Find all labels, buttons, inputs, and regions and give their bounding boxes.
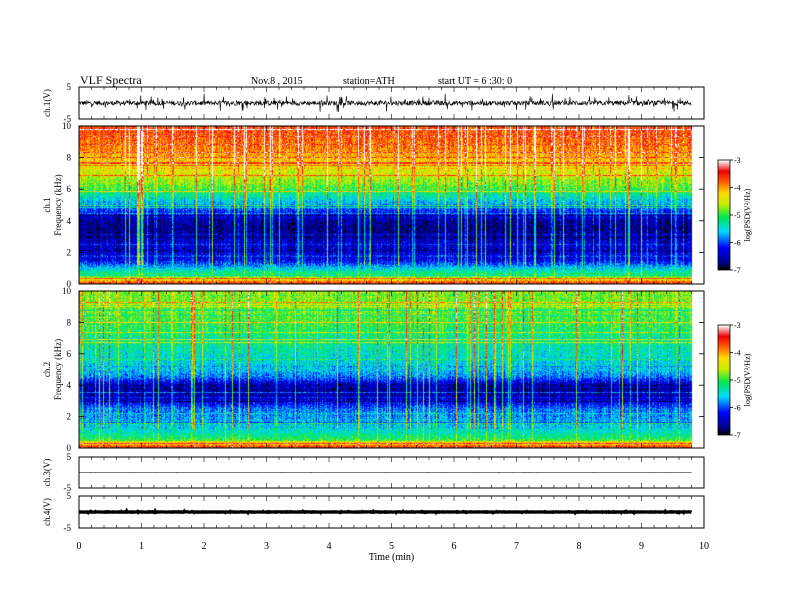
y-tick-label: 5	[67, 491, 72, 501]
x-tick-label: 1	[139, 541, 144, 552]
y-tick-label: 5	[67, 82, 72, 92]
x-tick-label: 5	[389, 541, 394, 552]
x-tick-label: 4	[327, 541, 332, 552]
x-tick-label: 2	[202, 541, 207, 552]
colorbar-ch2-image	[718, 325, 730, 435]
start-time-label: start UT = 6 :30: 0	[438, 76, 512, 87]
colorbar-tick-label: -7	[734, 431, 741, 440]
colorbar-ch1-image	[718, 160, 730, 270]
y-tick-label: 2	[67, 247, 72, 257]
x-axis-label: Time (min)	[369, 552, 414, 563]
colorbar-tick-label: -4	[734, 349, 741, 358]
y-axis-label: ch.3(V)	[42, 459, 52, 487]
x-tick-label: 7	[514, 541, 519, 552]
y-axis-label: Frequency (kHz)	[53, 339, 63, 400]
colorbar-tick-label: -5	[734, 376, 741, 385]
ch1-spectrogram-panel: 0 2 4 6 8 10 ch.1 Frequency (kHz)	[42, 121, 705, 289]
ch1-spectrogram-image	[79, 126, 704, 284]
colorbar-ch2: -3 -4 -5 -6 -7 log(PSD(V²/Hz)	[717, 321, 752, 440]
ch2-spectrogram-image	[79, 291, 704, 448]
ch3-waveform-panel: 5 -5 ch.3(V)	[42, 452, 705, 493]
ch1-waveform-trace	[78, 93, 692, 113]
colorbar-tick-label: -7	[734, 266, 741, 275]
y-tick-label: 8	[67, 153, 72, 163]
y-tick-label: 10	[62, 286, 72, 296]
x-tick-label: 8	[577, 541, 582, 552]
x-tick-label: 10	[699, 541, 709, 552]
colorbar-label: log(PSD(V²/Hz)	[743, 353, 752, 406]
y-tick-label: -5	[64, 114, 72, 124]
station-label: station=ATH	[343, 76, 395, 87]
colorbar-tick-label: -4	[734, 184, 741, 193]
date-label: Nov.8 , 2015	[251, 76, 303, 87]
colorbar-tick-label: -3	[734, 321, 741, 330]
colorbar-tick-label: -5	[734, 211, 741, 220]
y-tick-label: -5	[64, 483, 72, 493]
colorbar-label: log(PSD(V²/Hz)	[743, 188, 752, 241]
colorbar-tick-label: -3	[734, 156, 741, 165]
figure-title: VLF Spectra	[80, 73, 142, 87]
colorbar-ch1: -3 -4 -5 -6 -7 log(PSD(V²/Hz)	[717, 156, 752, 275]
x-tick-label: 6	[452, 541, 457, 552]
y-tick-label: 6	[67, 349, 72, 359]
y-axis-label: Frequency (kHz)	[53, 174, 63, 235]
y-tick-label: 2	[67, 412, 72, 422]
y-tick-label: 10	[62, 121, 72, 131]
y-tick-label: 8	[67, 317, 72, 327]
x-tick-label: 9	[639, 541, 644, 552]
colorbar-tick-label: -6	[734, 404, 741, 413]
y-tick-label: 0	[67, 443, 72, 453]
x-tick-label: 3	[264, 541, 269, 552]
y-tick-label: 4	[67, 216, 72, 226]
x-tick-label: 0	[77, 541, 82, 552]
y-tick-label: -5	[64, 523, 72, 533]
colorbar-tick-label: -6	[734, 239, 741, 248]
ch4-waveform-trace	[78, 507, 693, 516]
y-tick-label: 5	[67, 452, 72, 462]
y-tick-label: 6	[67, 184, 72, 194]
ch4-waveform-panel: 5 -5 ch.4(V)	[42, 491, 705, 533]
y-tick-label: 4	[67, 380, 72, 390]
time-axis: 0 1 2 3 4 5 6 7 8 9 10 Time (min)	[77, 541, 710, 563]
ch1-waveform-panel: 5 -5 ch.1(V)	[42, 82, 705, 124]
y-axis-label: ch.4(V)	[42, 498, 52, 526]
ch2-spectrogram-panel: 0 2 4 6 8 10 ch.2 Frequency (kHz)	[42, 286, 705, 453]
y-tick-label: 0	[67, 279, 72, 289]
y-axis-label: ch.1	[42, 197, 52, 212]
y-axis-label: ch.1(V)	[42, 89, 52, 117]
y-axis-label: ch.2	[42, 362, 52, 377]
